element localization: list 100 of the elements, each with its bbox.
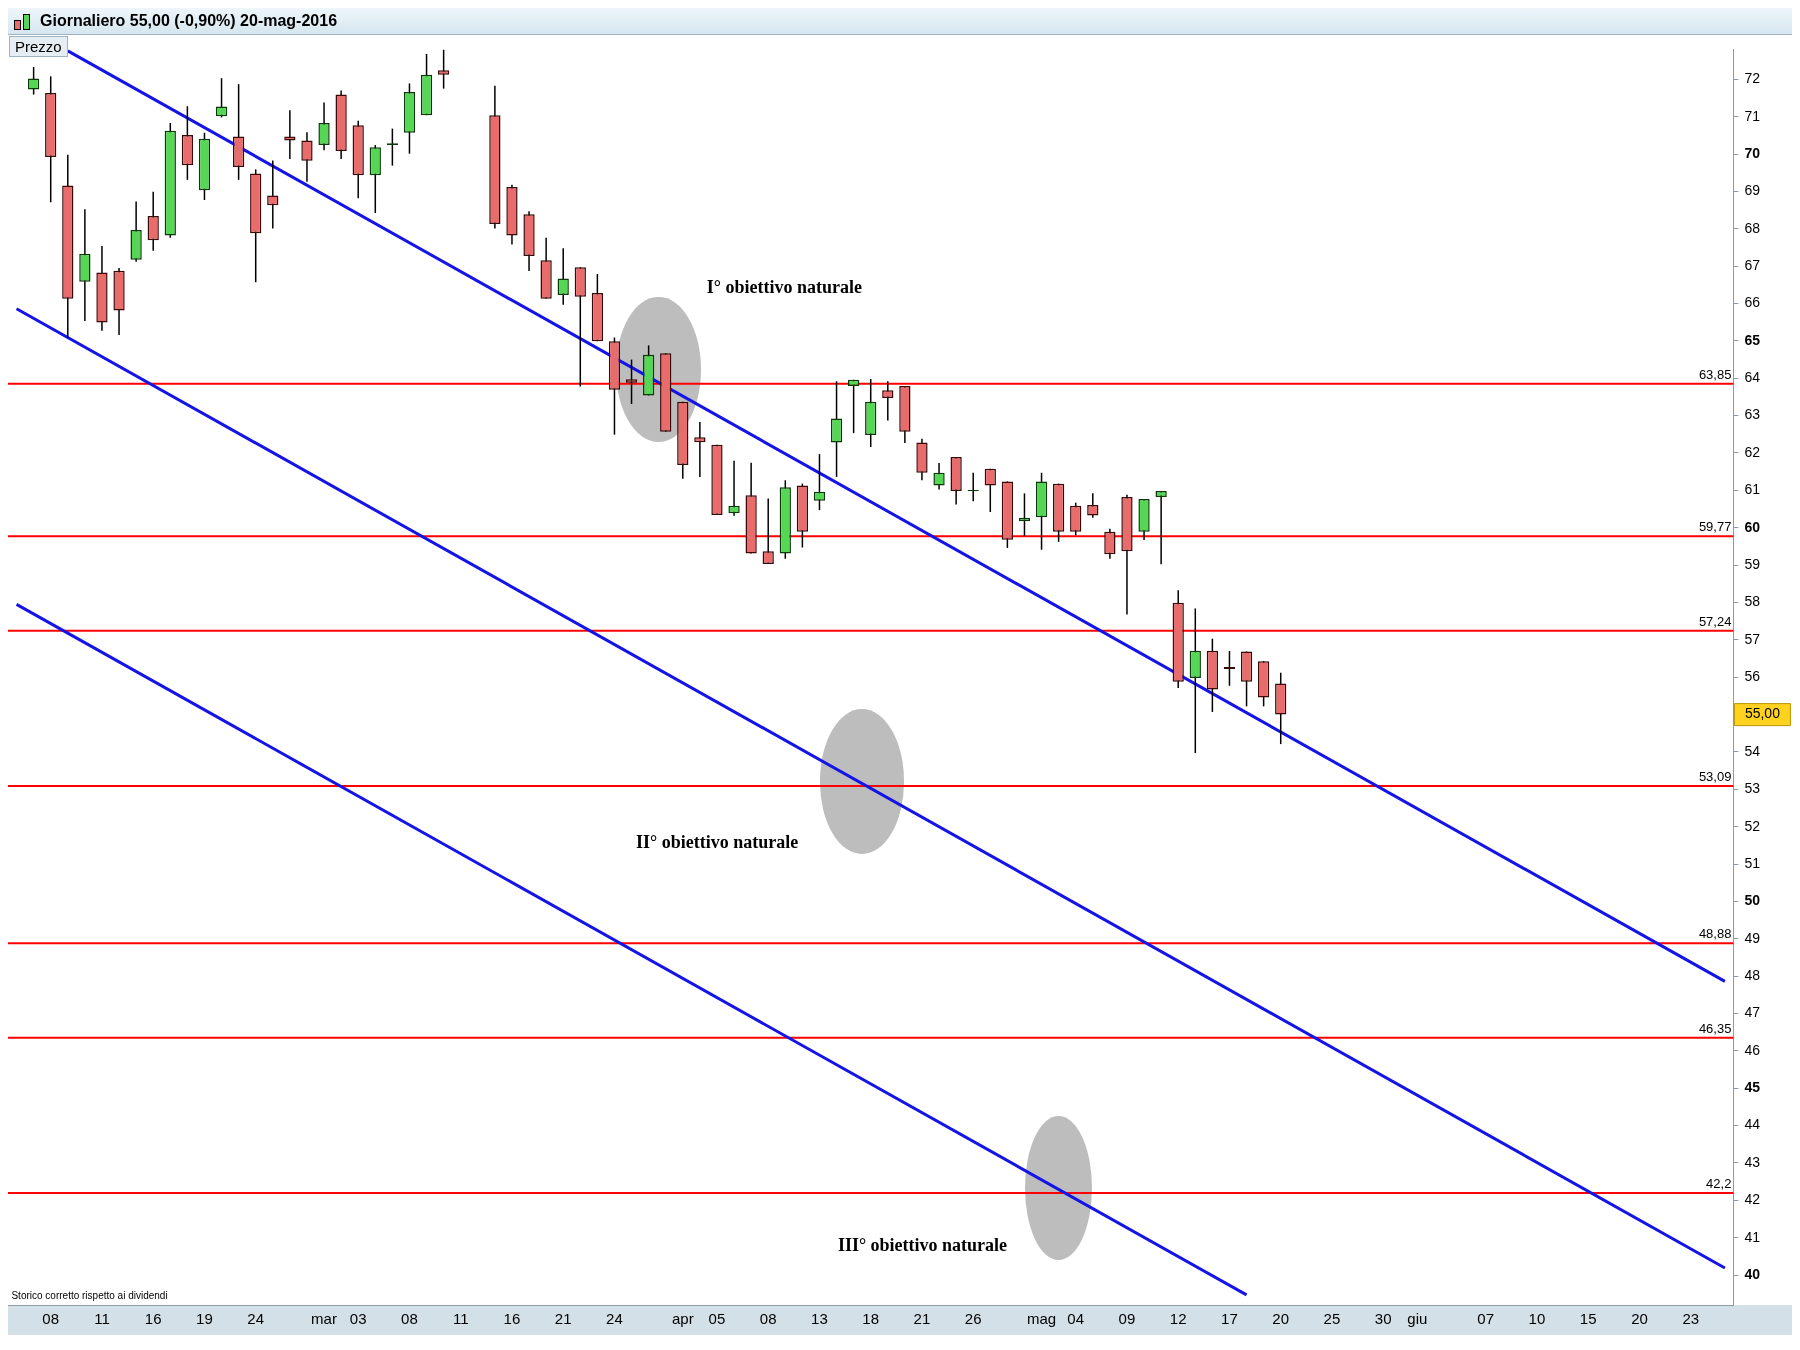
ref-line-label: 42,2 [1706, 1175, 1732, 1191]
candlestick [830, 380, 843, 478]
ref-line-label: 59,77 [1698, 519, 1732, 535]
candlestick [847, 378, 860, 434]
x-tick-label: 12 [1169, 1310, 1187, 1328]
x-tick-label: mar [311, 1310, 337, 1328]
candlestick [557, 247, 569, 306]
x-tick-label: 25 [1323, 1310, 1341, 1328]
annotation: II° obiettivo naturale [636, 831, 799, 852]
y-tick-label: 72 [1744, 70, 1761, 87]
x-tick-label: 30 [1374, 1310, 1392, 1328]
y-tick-label: 68 [1744, 219, 1761, 236]
x-tick-label: 08 [42, 1310, 60, 1328]
y-tick-label: 69 [1744, 182, 1761, 199]
x-tick-label: 03 [349, 1310, 367, 1328]
candlestick [933, 462, 945, 491]
y-tick-label: 70 [1744, 144, 1761, 161]
x-tick-label: 09 [1118, 1310, 1136, 1328]
candlestick [728, 460, 740, 517]
candlestick [1018, 492, 1031, 537]
y-tick-label: 65 [1744, 331, 1761, 348]
chart-title: Giornaliero 55,00 (-0,90%) 20-mag-2016 [40, 12, 338, 30]
y-tick-label: 71 [1744, 107, 1761, 124]
candlestick [215, 77, 228, 119]
ref-line-label: 63,85 [1698, 366, 1732, 382]
x-tick-label: giu [1407, 1310, 1428, 1328]
candlestick [301, 131, 313, 183]
y-tick-label: 42 [1744, 1191, 1761, 1208]
y-tick-label: 41 [1744, 1228, 1761, 1245]
candlestick [1070, 501, 1082, 536]
y-tick-label: 59 [1744, 555, 1761, 572]
y-tick-label: 58 [1744, 593, 1761, 610]
y-tick-label: 56 [1744, 668, 1761, 685]
x-tick-label: 05 [708, 1310, 726, 1328]
x-tick-label: 13 [811, 1310, 828, 1328]
x-tick-label: 10 [1528, 1310, 1546, 1328]
y-tick-label: 52 [1744, 817, 1761, 834]
x-tick-label: 16 [503, 1310, 521, 1328]
ref-line-label: 53,09 [1698, 769, 1732, 785]
x-tick-label: 21 [554, 1310, 572, 1328]
y-tick-label: 57 [1744, 630, 1761, 647]
candlestick [1104, 528, 1116, 560]
x-tick-label: 20 [1631, 1310, 1648, 1328]
x-tick-label: 20 [1272, 1310, 1290, 1328]
x-tick-label: 07 [1477, 1310, 1495, 1328]
x-tick-label: 24 [247, 1310, 265, 1328]
y-tick-label: 43 [1744, 1153, 1761, 1170]
candlestick [813, 453, 826, 511]
candlestick [318, 101, 330, 152]
candlestick [1223, 650, 1236, 687]
ref-line-label: 57,24 [1698, 613, 1732, 629]
candlestick [984, 467, 996, 513]
annotation: Storico corretto rispetto ai dividendi [11, 1289, 168, 1301]
y-tick-label: 48 [1744, 967, 1761, 984]
annotation: I° obiettivo naturale [706, 276, 863, 297]
candlestick [762, 497, 774, 565]
y-tick-label: 60 [1744, 518, 1761, 535]
y-tick-label: 44 [1744, 1116, 1761, 1133]
y-tick-label: 62 [1744, 443, 1761, 460]
y-tick-label: 47 [1744, 1004, 1761, 1021]
y-tick-label: 40 [1744, 1265, 1761, 1282]
candlestick [1155, 490, 1167, 566]
y-tick-label: 64 [1744, 369, 1761, 386]
y-tick-label: 51 [1744, 854, 1761, 871]
ref-line-label: 48,88 [1698, 926, 1732, 942]
y-tick-label: 63 [1744, 406, 1761, 423]
y-tick-label: 50 [1744, 892, 1761, 909]
annotation: III° obiettivo naturale [837, 1234, 1008, 1255]
x-tick-label: 18 [862, 1310, 880, 1328]
y-tick-label: 49 [1744, 929, 1761, 946]
x-tick-label: 04 [1067, 1310, 1085, 1328]
y-tick-label: 61 [1744, 481, 1761, 498]
x-tick-label: 11 [452, 1310, 469, 1328]
x-tick-label: 08 [759, 1310, 777, 1328]
x-tick-label: mag [1026, 1310, 1057, 1328]
candlestick [967, 472, 979, 502]
x-tick-label: 11 [94, 1310, 110, 1328]
ref-line-label: 46,35 [1698, 1020, 1732, 1036]
y-tick-label: 46 [1744, 1041, 1761, 1058]
x-tick-label: apr [671, 1310, 694, 1328]
x-tick-label: 24 [606, 1310, 623, 1328]
candlestick [147, 191, 159, 252]
candlestick [1087, 492, 1099, 519]
y-tick-label: 54 [1744, 742, 1761, 759]
text: 55,00 [1744, 705, 1781, 722]
x-tick-label: 21 [913, 1310, 931, 1328]
x-tick-label: 17 [1221, 1310, 1238, 1328]
y-tick-label: 45 [1744, 1079, 1761, 1096]
x-tick-label: 16 [144, 1310, 162, 1328]
candlestick [882, 380, 894, 422]
x-tick-label: 19 [196, 1310, 213, 1328]
candlestick [27, 66, 40, 96]
y-axis-title: Prezzo [9, 36, 68, 57]
x-tick-label: 26 [964, 1310, 982, 1328]
y-tick-label: 67 [1744, 257, 1761, 273]
y-tick-label: 66 [1744, 294, 1761, 311]
x-tick-label: 15 [1579, 1310, 1597, 1328]
candlestick [267, 159, 279, 230]
y-tick-label: 53 [1744, 780, 1761, 797]
candlestick [694, 421, 706, 478]
